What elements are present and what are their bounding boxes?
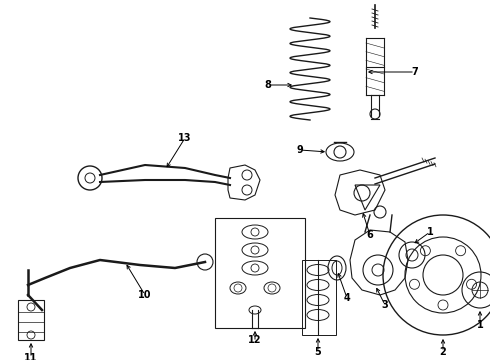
- Text: 11: 11: [24, 353, 38, 360]
- Text: 12: 12: [248, 335, 262, 345]
- Text: 10: 10: [138, 290, 152, 300]
- Text: 2: 2: [440, 347, 446, 357]
- Text: 8: 8: [265, 80, 271, 90]
- Text: 7: 7: [412, 67, 418, 77]
- Text: 13: 13: [178, 133, 192, 143]
- Bar: [215, 218, 305, 328]
- Bar: [18, 300, 44, 340]
- Text: 4: 4: [343, 293, 350, 303]
- Text: 9: 9: [296, 145, 303, 155]
- Text: 6: 6: [367, 230, 373, 240]
- Text: 1: 1: [477, 320, 483, 330]
- Text: 5: 5: [315, 347, 321, 357]
- Text: 3: 3: [382, 300, 389, 310]
- Bar: [302, 260, 336, 335]
- Text: 1: 1: [427, 227, 433, 237]
